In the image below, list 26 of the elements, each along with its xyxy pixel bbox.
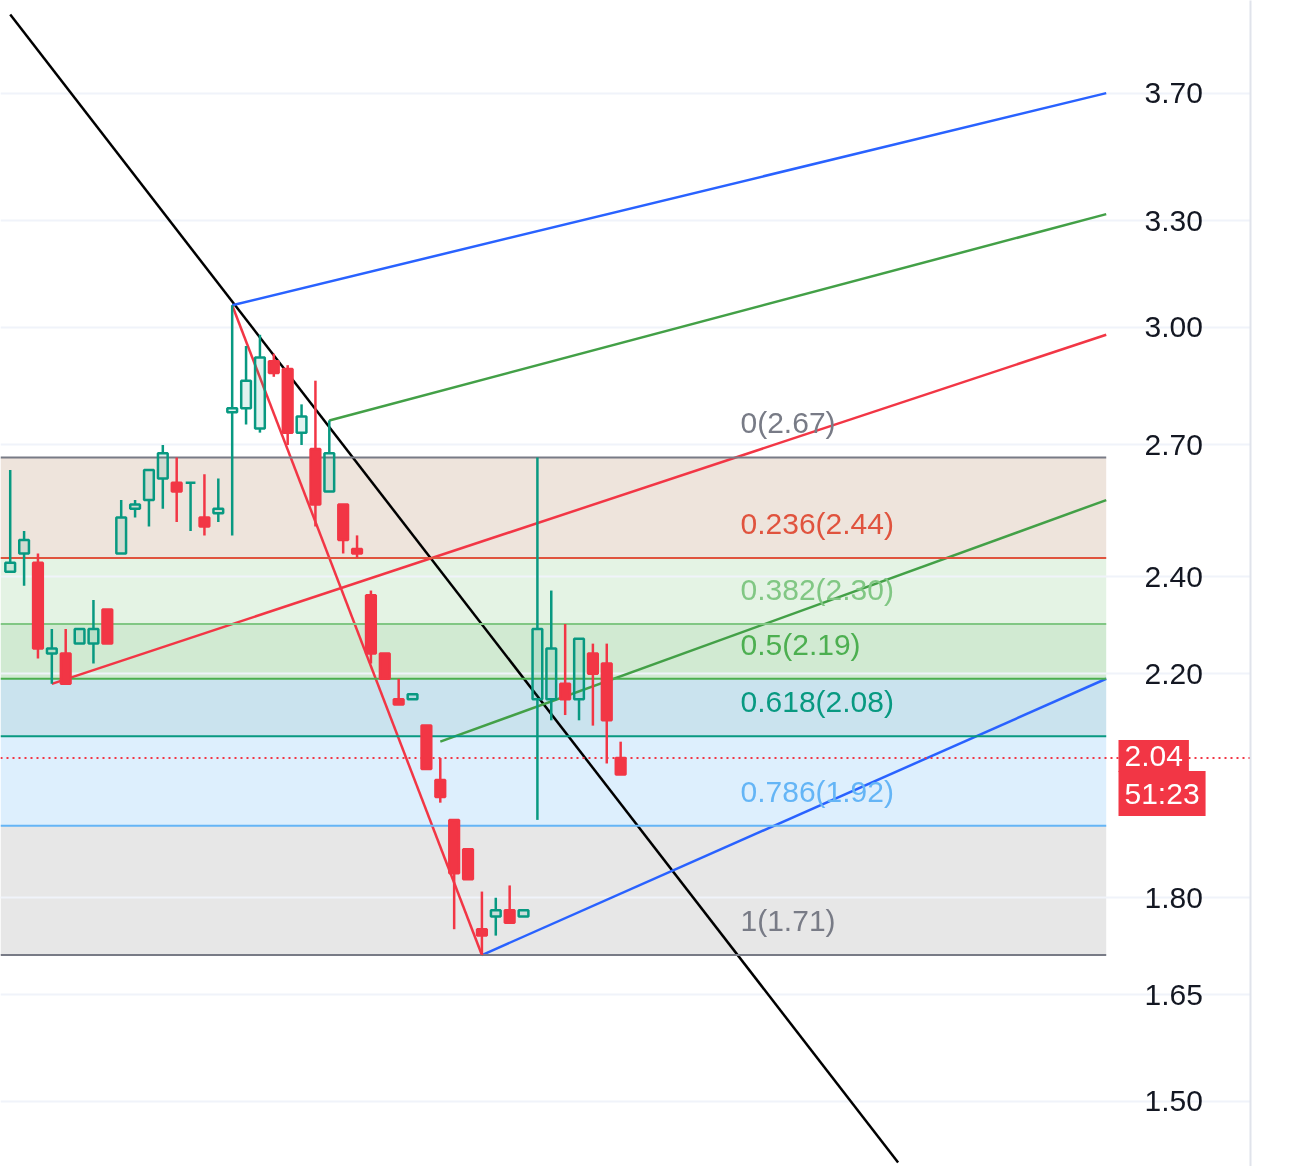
candlestick <box>295 403 308 447</box>
ref-line-label: 1(1.71) <box>740 904 836 938</box>
y-tick-label: 3.00 <box>1144 310 1203 344</box>
ref-line-label: 0.618(2.08) <box>740 685 894 719</box>
candlestick <box>212 477 225 524</box>
ref-line-label: 0(2.67) <box>740 406 836 440</box>
candlestick <box>545 589 558 722</box>
candlestick <box>226 303 239 537</box>
y-tick-label: 1.50 <box>1144 1084 1203 1118</box>
candlestick <box>198 473 211 537</box>
annotation: 51:23 <box>1124 776 1200 810</box>
candlestick <box>170 456 183 524</box>
candlestick <box>309 379 322 528</box>
ref-line-label: 2.04 <box>1124 738 1183 772</box>
candlestick <box>45 627 58 686</box>
ref-line-label: 0.236(2.44) <box>740 507 894 541</box>
y-tick-label: 3.70 <box>1144 76 1203 110</box>
y-tick-label: 2.20 <box>1144 656 1203 690</box>
y-tick-label: 1.65 <box>1144 977 1203 1011</box>
y-tick-label: 1.80 <box>1144 880 1203 914</box>
ref-line-label: 0.5(2.19) <box>740 627 861 661</box>
y-tick-label: 2.40 <box>1144 559 1203 593</box>
candlestick <box>281 363 294 447</box>
candlestick <box>87 598 100 665</box>
y-tick-label: 3.30 <box>1144 203 1203 237</box>
y-tick-label: 2.70 <box>1144 427 1203 461</box>
